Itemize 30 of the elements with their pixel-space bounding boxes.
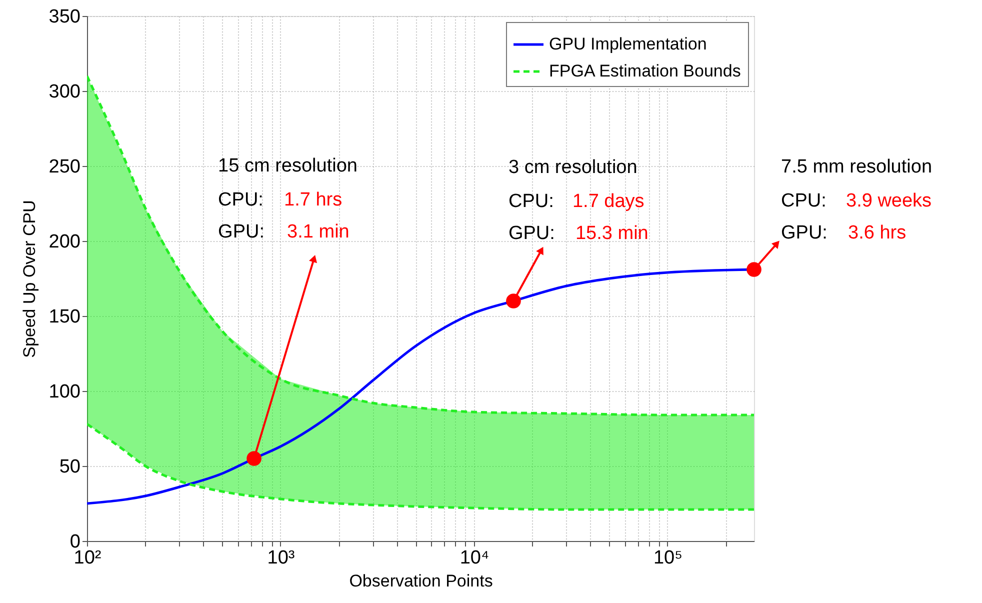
annotation: 3 cm resolution <box>508 157 638 178</box>
y-tick-label: 200 <box>48 232 80 252</box>
x-tick-label: 10⁵ <box>653 548 682 568</box>
annotation: 15 cm resolution <box>218 156 358 176</box>
text: CPU: <box>781 190 826 212</box>
x-tick-label: 10³ <box>267 548 295 568</box>
y-tick-label: 100 <box>48 382 80 402</box>
annotation: 1.7 hrs <box>284 190 342 210</box>
annotation: 1.7 days <box>572 191 644 212</box>
text: GPU: <box>781 222 828 244</box>
annotation: CPU: <box>218 190 264 210</box>
annotation: 3.1 min <box>287 222 350 242</box>
text: 3.6 hrs <box>848 222 906 244</box>
legend-label: FPGA Estimation Bounds <box>549 62 741 80</box>
x-axis-title: Observation Points <box>349 572 493 590</box>
y-tick-label: 150 <box>48 306 80 328</box>
y-tick-label: 50 <box>59 456 80 478</box>
annotation: GPU: <box>508 223 555 244</box>
annotation: CPU: <box>508 191 554 212</box>
x-tick-label: 10² <box>74 548 102 568</box>
legend-label: GPU Implementation <box>549 34 707 54</box>
y-tick-label: 300 <box>48 82 80 102</box>
text: 3.9 weeks <box>846 190 932 212</box>
annotation: 15.3 min <box>575 223 648 244</box>
text: 7.5 mm resolution <box>781 156 932 178</box>
annotation: GPU: <box>218 222 264 242</box>
y-axis-title: Speed Up Over CPU <box>20 200 39 358</box>
y-tick-label: 350 <box>48 6 80 28</box>
x-tick-label: 10⁴ <box>460 548 490 568</box>
y-tick-label: 250 <box>48 156 80 178</box>
